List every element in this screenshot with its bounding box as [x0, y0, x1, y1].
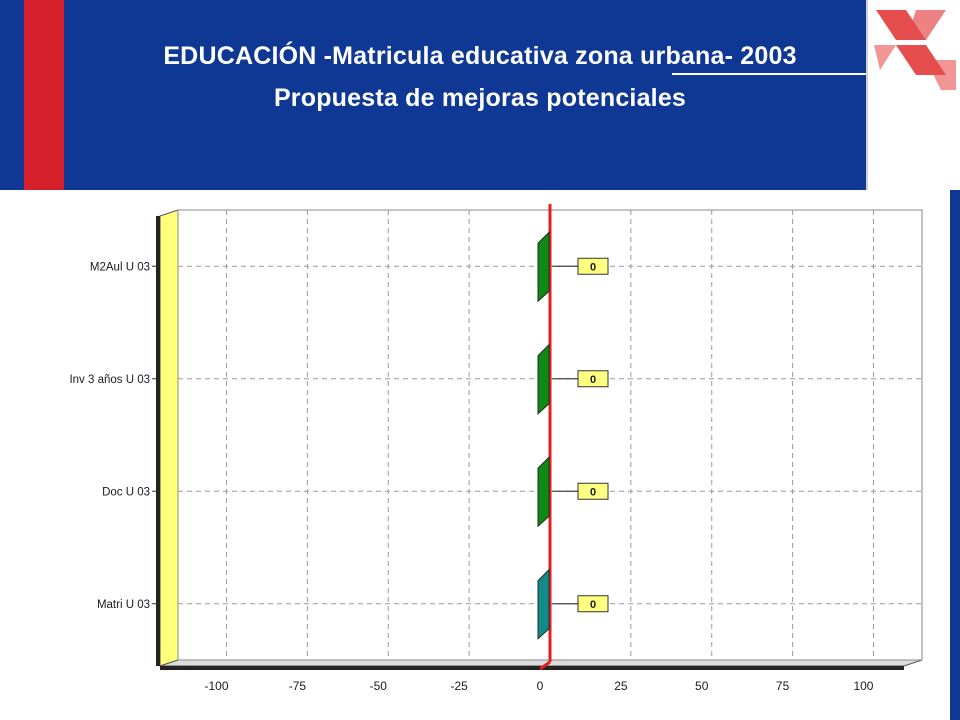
zero-reference-line-foot	[539, 660, 551, 671]
bar-chart: -100 -75 -50 -25 0 25 50 75 100 M2Aul U 03 Inv 3 a…	[69, 204, 923, 693]
value-label-box	[577, 595, 609, 613]
x-tick-label: -50	[370, 679, 388, 693]
bar	[537, 456, 550, 528]
page-subtitle: Propuesta de mejoras potenciales	[273, 84, 687, 112]
value-label: 0	[590, 599, 596, 611]
x-tick-label: -100	[205, 679, 229, 693]
x-tick-label: 25	[614, 679, 628, 693]
x-tick-label: 0	[537, 679, 544, 693]
x-tick-label: 100	[853, 679, 873, 693]
logo-icon	[866, 0, 960, 190]
category-label: Matri U 03	[97, 599, 150, 611]
x-tick-label: -25	[450, 679, 468, 693]
chart-left-wall-edge	[156, 216, 160, 666]
x-tick-label: 75	[776, 679, 790, 693]
right-blue-strip	[950, 190, 960, 720]
x-tick-label: 50	[695, 679, 709, 693]
header-banner	[0, 0, 960, 190]
bar	[537, 343, 550, 415]
value-label: 0	[590, 261, 596, 273]
chart-floor	[159, 659, 923, 667]
category-label: Inv 3 años U 03	[69, 374, 150, 386]
x-tick-label: -75	[289, 679, 307, 693]
red-accent-band	[24, 0, 64, 190]
category-label: Doc U 03	[102, 486, 150, 498]
chart-left-wall	[159, 209, 179, 667]
value-label: 0	[590, 374, 596, 386]
value-label-box	[577, 370, 609, 388]
bar	[537, 231, 550, 303]
chart-floor-edge	[160, 666, 904, 670]
chart-panel: -100 -75 -50 -25 0 25 50 75 100 M2Aul U 03 Inv 3 a…	[0, 190, 950, 720]
value-label: 0	[590, 486, 596, 498]
value-label-box	[577, 257, 609, 275]
page-title: EDUCACIÓN -Matricula educativa zona urba…	[163, 42, 797, 70]
title-underline	[672, 73, 866, 75]
category-label: M2Aul U 03	[90, 261, 150, 273]
value-label-box	[577, 482, 609, 500]
bar	[537, 568, 550, 640]
